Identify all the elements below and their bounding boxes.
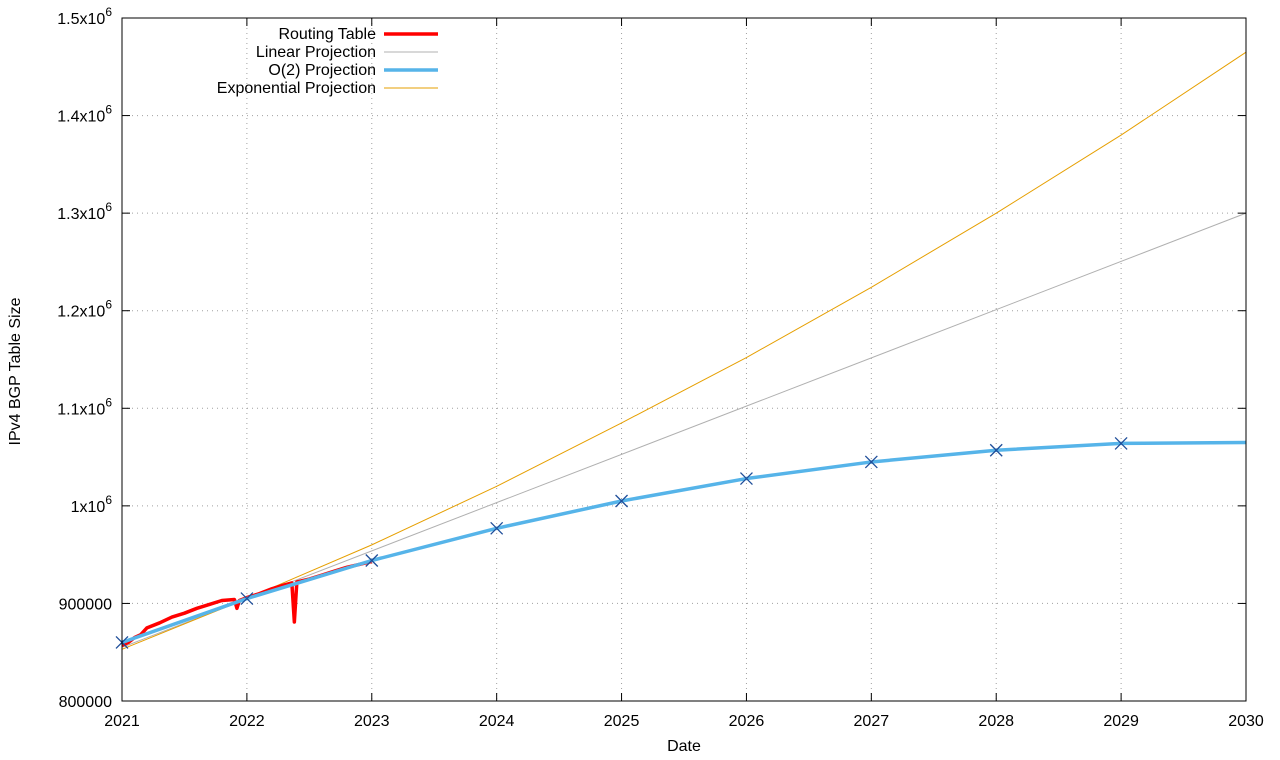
- y-tick-label-base: 1.5x10: [57, 11, 105, 28]
- y-tick-label: 1.4x106: [57, 103, 112, 126]
- series-line-1: [121, 212, 1247, 648]
- series-point-marker: [864, 455, 878, 469]
- y-tick-label-base: 1.2x10: [57, 304, 105, 321]
- x-tick-label: 2028: [978, 713, 1014, 730]
- series-point-marker: [989, 443, 1003, 457]
- y-tick-label-exponent: 6: [105, 200, 112, 214]
- series-point-marker: [739, 472, 753, 485]
- y-tick-label-base: 800000: [59, 694, 112, 711]
- x-tick-label: 2029: [1103, 713, 1139, 730]
- y-tick-label-base: 1.1x10: [57, 401, 105, 418]
- series-point-marker: [1114, 436, 1128, 450]
- y-tick-label: 800000: [59, 694, 112, 711]
- series-point-marker: [365, 554, 379, 567]
- x-tick-label: 2027: [854, 713, 890, 730]
- legend-label: Linear Projection: [256, 44, 376, 61]
- y-tick-label: 1.5x106: [57, 5, 112, 28]
- axis-ticks: 2021 2022 2023 2024 2025 2026 2027 2028 2029 2030…: [57, 5, 1264, 730]
- y-tick-label: 1x106: [71, 493, 113, 516]
- legend-label: Routing Table: [278, 26, 376, 43]
- x-tick-label: 2025: [604, 713, 640, 730]
- y-axis-title: IPv4 BGP Table Size: [7, 297, 24, 445]
- y-tick-label: 1.1x106: [57, 395, 112, 418]
- y-tick-label: 1.3x106: [57, 200, 112, 223]
- x-tick-label: 2030: [1228, 713, 1264, 730]
- legend-label: Exponential Projection: [217, 80, 376, 97]
- x-tick-label: 2026: [729, 713, 765, 730]
- x-tick-label: 2022: [229, 713, 265, 730]
- y-tick-label-base: 900000: [59, 596, 112, 613]
- legend-label: O(2) Projection: [268, 62, 376, 79]
- y-tick-label-base: 1.4x10: [57, 109, 105, 126]
- series-layer: [115, 51, 1247, 650]
- x-tick-label: 2023: [354, 713, 390, 730]
- plot-frame: [121, 17, 1247, 702]
- y-tick-label-exponent: 6: [105, 5, 112, 19]
- series-point-marker: [490, 521, 504, 535]
- grid-lines: [122, 18, 1246, 701]
- y-tick-label: 900000: [59, 596, 112, 613]
- y-tick-label-exponent: 6: [105, 298, 112, 312]
- series-line-2: [121, 440, 1247, 645]
- x-tick-label: 2021: [104, 713, 140, 730]
- x-tick-label: 2024: [479, 713, 515, 730]
- y-tick-label-exponent: 6: [105, 103, 112, 117]
- y-tick-label-base: 1.3x10: [57, 206, 105, 223]
- y-tick-label-exponent: 6: [105, 493, 112, 507]
- series-point-marker: [615, 494, 629, 508]
- series-line-3: [121, 51, 1247, 650]
- y-tick-label: 1.2x106: [57, 298, 112, 321]
- y-tick-label-base: 1x10: [71, 499, 106, 516]
- y-tick-label-exponent: 6: [105, 395, 112, 409]
- series-point-marker: [240, 592, 254, 606]
- x-axis-title: Date: [667, 738, 701, 755]
